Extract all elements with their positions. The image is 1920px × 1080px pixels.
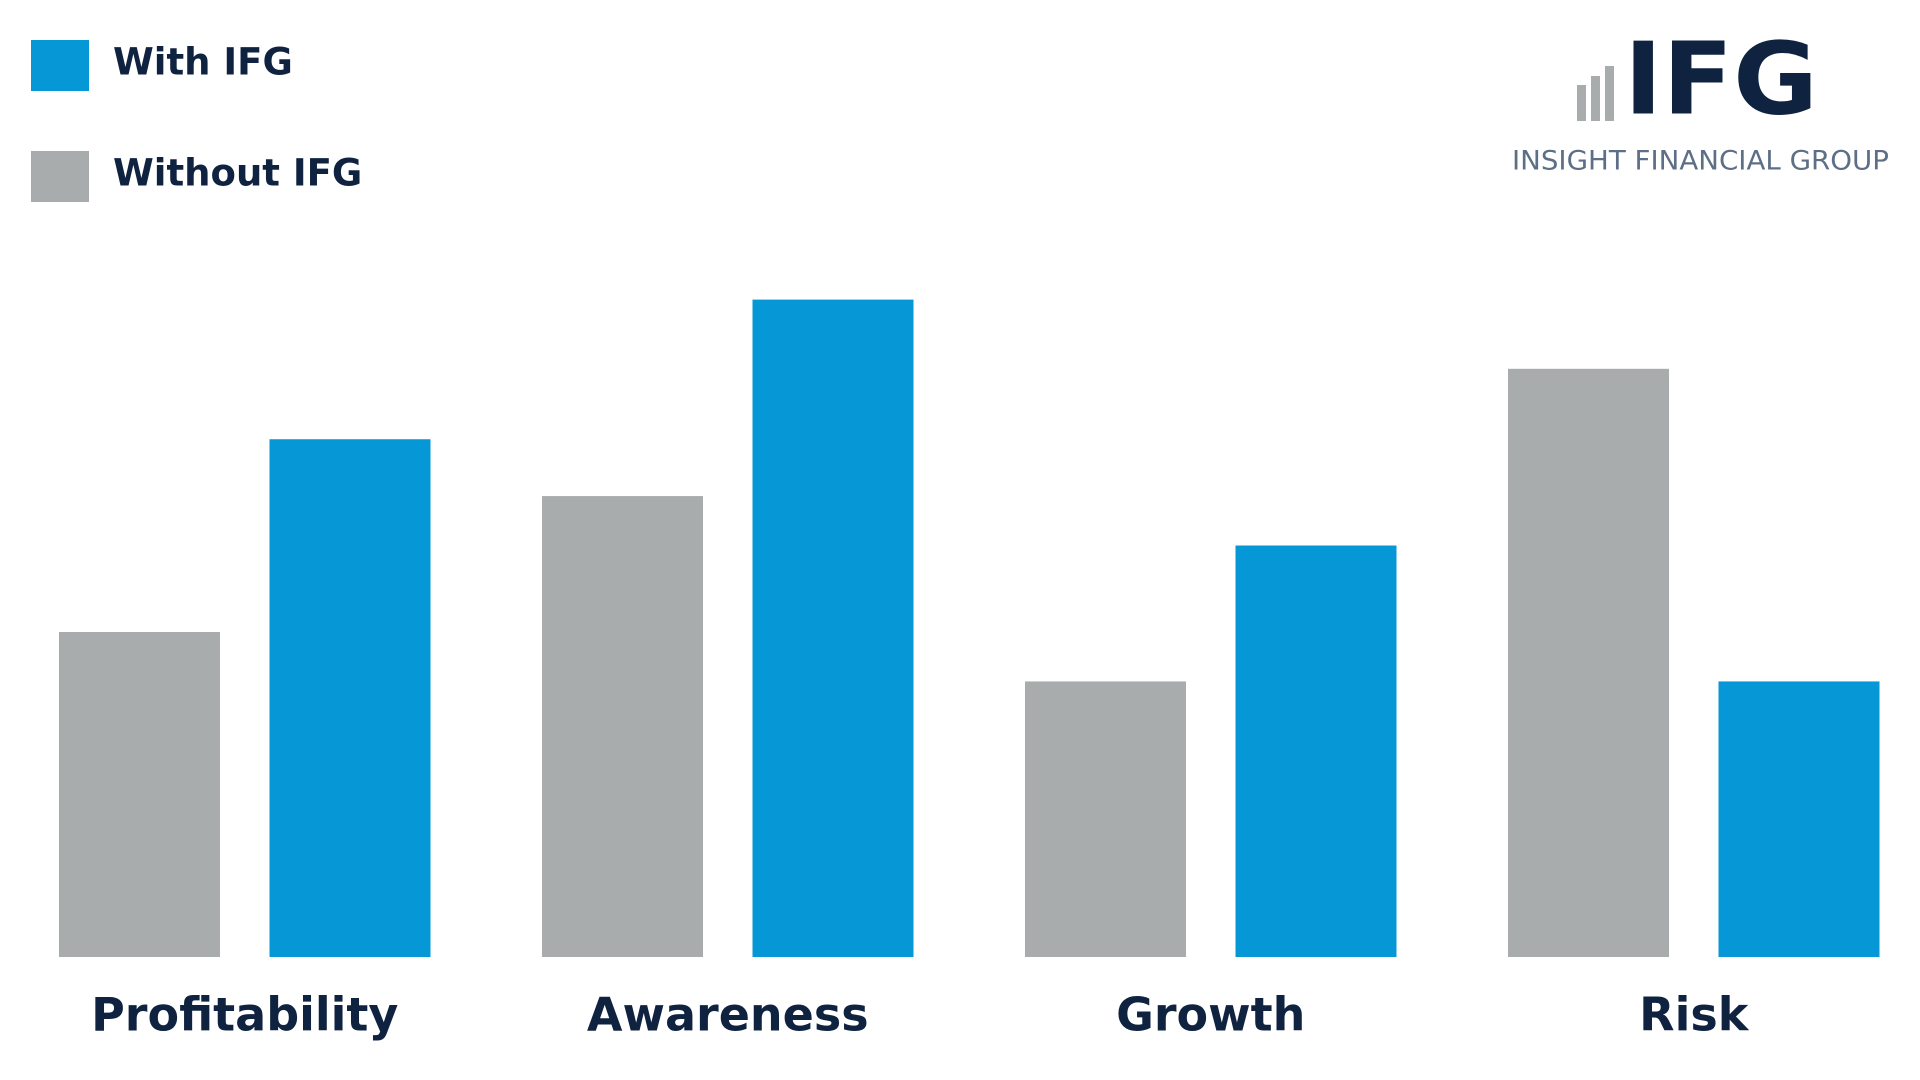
bar <box>1508 368 1669 957</box>
bar <box>542 496 703 957</box>
bar <box>1718 681 1880 957</box>
bar <box>752 299 914 958</box>
x-tick-label: Awareness <box>587 988 869 1042</box>
x-tick-label: Risk <box>1639 988 1750 1042</box>
bar <box>269 439 431 957</box>
logo-bar <box>1591 76 1600 121</box>
legend-swatch <box>31 151 89 202</box>
legend-label: Without IFG <box>113 152 362 195</box>
legend-swatch <box>31 40 89 91</box>
logo: IFG INSIGHT FINANCIAL GROUP <box>1512 20 1889 176</box>
bar <box>1025 681 1186 957</box>
logo-bar <box>1605 66 1614 121</box>
logo-mark: IFG <box>1624 20 1818 137</box>
x-tick-label: Growth <box>1116 988 1305 1042</box>
x-tick-label: Profitability <box>91 988 398 1042</box>
legend-label: With IFG <box>113 41 293 84</box>
logo-bar <box>1577 85 1586 121</box>
logo-tagline: INSIGHT FINANCIAL GROUP <box>1512 146 1889 177</box>
bar <box>1235 545 1397 957</box>
bar <box>59 632 220 957</box>
